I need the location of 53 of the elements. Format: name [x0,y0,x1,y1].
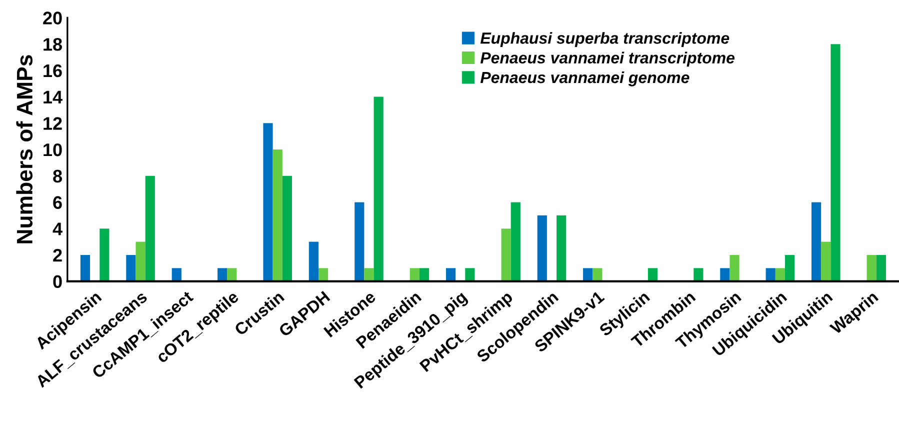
bar [318,268,328,282]
bar [100,228,110,282]
bar [354,202,364,282]
bar [510,202,520,282]
bar [694,268,704,282]
bar [145,176,155,282]
bar [364,268,374,282]
bar [227,268,237,282]
y-tick-label: 6 [53,196,62,209]
bar [263,123,273,282]
bar [308,242,318,282]
bar [766,268,776,282]
y-tick-label: 20 [43,12,62,24]
bar [80,254,90,282]
bar [126,254,136,282]
bar [812,202,822,282]
bar [172,268,182,282]
bar [866,254,876,282]
y-tick-label: 0 [53,275,62,288]
bar [282,176,292,282]
bar [501,228,511,282]
bar [374,96,384,282]
legend-label: Penaeus vannamei transcriptome [480,52,735,67]
bar [785,254,795,282]
y-tick-label: 16 [44,64,62,78]
bar [556,215,566,282]
y-tick-label: 12 [44,117,62,130]
bar [410,268,420,282]
y-tick-label: 14 [44,90,62,104]
y-tick-label: 4 [52,222,62,236]
bar [730,254,740,282]
bar [136,242,146,282]
bar [876,254,886,282]
bar [218,268,228,282]
bar [465,268,475,282]
bar [775,268,785,282]
y-tick-label: 2 [53,248,62,262]
bar [720,268,730,282]
bar [446,268,456,282]
y-tick-label: 18 [44,38,62,51]
legend-label: Penaeus vannamei genome [480,71,690,86]
bar [419,268,430,282]
bar [648,268,658,282]
bar [537,215,547,282]
legend-label: Euphausi superba transcriptome [480,32,730,47]
y-axis-title: Numbers of AMPs [16,55,33,244]
y-tick-label: 10 [44,143,62,156]
bar [583,268,593,282]
bar [830,44,840,282]
bar [272,150,282,282]
bar [821,242,831,282]
y-tick-label: 8 [53,170,62,183]
bar [592,268,602,282]
